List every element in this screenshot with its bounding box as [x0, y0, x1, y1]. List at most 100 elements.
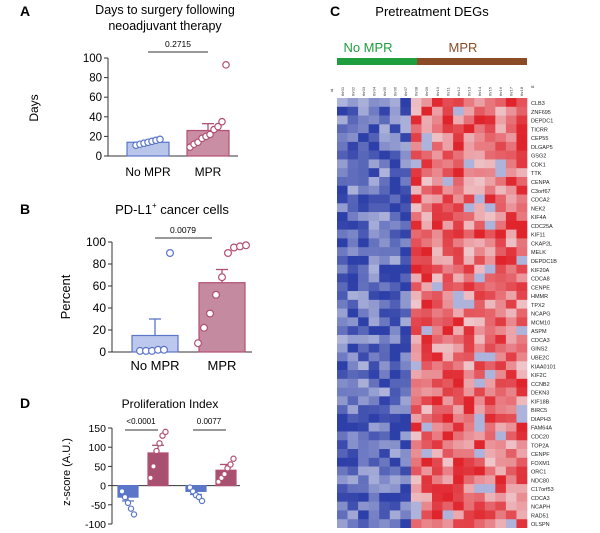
heatmap-cell: [495, 343, 507, 353]
heatmap-cell: [368, 212, 380, 222]
heatmap-cell: [358, 255, 369, 266]
heatmap-cell: [379, 106, 391, 116]
heatmap-cell: [505, 396, 517, 406]
heatmap-column-label: thr11: [445, 86, 450, 96]
heatmap-cell: [337, 501, 348, 511]
heatmap-cell: [505, 203, 517, 213]
d-y-tick-label: 0: [100, 481, 106, 493]
heatmap-cell: [400, 124, 412, 134]
heatmap-cell: [337, 159, 348, 169]
heatmap-cell: [453, 317, 464, 327]
heatmap-cell: [389, 273, 401, 283]
heatmap-cell: [421, 501, 433, 511]
heatmap-cell: [505, 413, 517, 423]
heatmap-cell: [474, 370, 486, 380]
heatmap-cell: [358, 352, 369, 362]
heatmap-cell: [484, 361, 496, 371]
heatmap-cell: [453, 361, 464, 371]
heatmap-cell: [474, 124, 486, 134]
heatmap-cell: [337, 317, 348, 327]
heatmap-cell: [368, 133, 380, 143]
heatmap-cell: [368, 510, 380, 520]
heatmap-cell: [379, 492, 391, 502]
heatmap-cell: [442, 238, 454, 248]
heatmap-cell: [516, 106, 528, 116]
heatmap-cell: [400, 334, 412, 345]
heatmap-column-label: thr05: [382, 86, 387, 96]
heatmap-cell: [453, 370, 464, 380]
heatmap-cell: [400, 194, 412, 204]
heatmap-cell: [453, 238, 464, 248]
heatmap-cell: [400, 361, 412, 371]
heatmap-cell: [347, 519, 359, 529]
heatmap-column-label: thr09: [424, 86, 429, 96]
heatmap-cell: [442, 510, 454, 520]
heatmap-cell: [463, 212, 475, 222]
heatmap-cell: [410, 431, 422, 441]
heatmap-cell: [379, 326, 391, 336]
heatmap-cell: [505, 194, 517, 204]
heatmap-cell: [400, 440, 412, 450]
heatmap-cell: [505, 510, 517, 520]
heatmap-gene-label: ZNF695: [531, 110, 551, 116]
heatmap-cell: [463, 106, 475, 116]
heatmap-gene-label: TICRR: [531, 127, 548, 133]
heatmap-cell: [474, 378, 486, 388]
heatmap-cell: [474, 203, 486, 213]
heatmap-cell: [453, 475, 464, 485]
heatmap-cell: [347, 422, 359, 432]
heatmap-cell: [410, 291, 422, 301]
heatmap-cell: [410, 501, 422, 511]
d-data-point: [221, 470, 228, 478]
heatmap-cell: [484, 212, 496, 222]
heatmap-cell: [410, 194, 422, 204]
heatmap-cell: [474, 299, 486, 309]
heatmap-cell: [474, 326, 486, 336]
heatmap-cell: [410, 212, 422, 222]
heatmap-gene-label: BIRC5: [531, 408, 547, 414]
heatmap-cell: [389, 159, 401, 169]
heatmap-cell: [516, 519, 528, 529]
panel-b-pvalue: 0.0079: [170, 225, 196, 235]
heatmap-cell: [495, 510, 507, 520]
heatmap-cell: [463, 308, 475, 318]
heatmap-cell: [337, 141, 348, 151]
heatmap-cell: [474, 185, 486, 195]
heatmap-cell: [432, 194, 443, 204]
heatmap-cell: [347, 194, 359, 204]
heatmap-cell: [358, 492, 369, 502]
heatmap-gene-label: ASPM: [531, 329, 547, 335]
heatmap-cell: [432, 431, 443, 441]
panel-b: B PD-L1+ cancer cells 0.0079 Percent 0 20…: [20, 201, 252, 373]
heatmap-cell: [474, 273, 486, 283]
heatmap-cell: [421, 475, 433, 485]
heatmap-cell: [484, 247, 496, 257]
heatmap-cell: [400, 317, 412, 327]
heatmap-cell: [400, 247, 412, 257]
heatmap-cell: [410, 98, 422, 108]
heatmap-cell: [379, 387, 391, 397]
panel-a-xlabel-mpr: MPR: [195, 165, 222, 179]
heatmap-cell: [516, 133, 528, 143]
heatmap-cell: [368, 185, 380, 195]
heatmap-cell: [337, 168, 348, 178]
heatmap-cell: [337, 510, 348, 520]
heatmap-gene-label: KIF4A: [531, 215, 547, 221]
heatmap-cell: [421, 466, 433, 476]
heatmap-cell: [421, 255, 433, 266]
heatmap-cell: [474, 396, 486, 406]
heatmap-cell: [421, 264, 433, 274]
heatmap-cell: [410, 440, 422, 450]
heatmap-cell: [453, 449, 464, 459]
heatmap-cell: [432, 106, 443, 116]
heatmap-cell: [516, 115, 528, 125]
heatmap-cell: [442, 115, 454, 125]
panel-d-pvalue-2: 0.0077: [197, 417, 222, 426]
a-y-tick-label: 80: [89, 73, 102, 85]
heatmap-cell: [505, 255, 517, 266]
heatmap-gene-label: ORC1: [531, 470, 546, 476]
heatmap-cell: [516, 449, 528, 459]
heatmap-cell: [400, 115, 412, 125]
heatmap-cell: [484, 413, 496, 423]
heatmap-cell: [495, 264, 507, 274]
